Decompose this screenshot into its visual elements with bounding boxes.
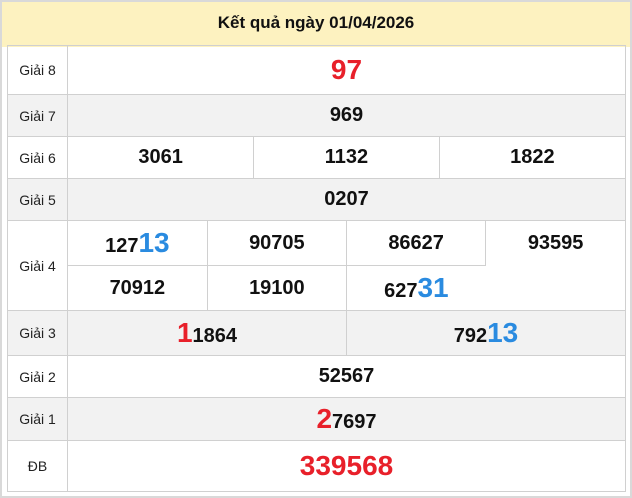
prize-number: 90705	[206, 221, 347, 266]
highlighted-digits: 2	[316, 403, 333, 434]
digits: 52567	[318, 365, 375, 387]
highlighted-digits: 339568	[299, 450, 394, 481]
prize-values: 52567	[67, 355, 626, 398]
prize-label: Giải 3	[7, 310, 68, 356]
digits: 70912	[109, 276, 166, 299]
prize-number: 27697	[68, 398, 625, 440]
results-table: Giải 8 97 Giải 7 969 Giải 6 3061 1132 1822 Giải …	[7, 45, 626, 492]
prize-label: ĐB	[7, 440, 68, 492]
prize-number: 1822	[438, 137, 625, 178]
digits: 0207	[324, 188, 369, 210]
prize-row: Giải 3 11864 79213	[7, 310, 626, 356]
prize-number: 97	[68, 46, 625, 94]
prize-label: Giải 5	[7, 178, 68, 221]
highlighted-digits: 13	[487, 317, 519, 348]
digits: 792	[453, 325, 488, 347]
highlighted-digits: 97	[330, 54, 363, 85]
prize-row: ĐB 339568	[7, 440, 626, 492]
digits: 1822	[510, 146, 555, 168]
highlighted-digits: 31	[417, 272, 449, 303]
prize-values: 11864 79213	[67, 310, 626, 356]
digits: 86627	[388, 231, 444, 254]
prize-row: Giải 2 52567	[7, 355, 626, 398]
digits: 90705	[249, 231, 305, 254]
prize-number: 969	[68, 95, 625, 136]
prize-number: 339568	[68, 441, 625, 491]
prize-values: 12713 90705 86627 93595 70912 19100 62731	[67, 220, 626, 311]
digits: 627	[384, 280, 418, 302]
prize-label: Giải 4	[7, 220, 68, 311]
prize-number: 3061	[68, 137, 254, 178]
highlighted-digits: 1	[176, 317, 193, 348]
prize-label: Giải 7	[7, 94, 68, 137]
prize-values: 339568	[67, 440, 626, 492]
digits: 7697	[332, 411, 377, 433]
prize-label: Giải 2	[7, 355, 68, 398]
digits: 19100	[249, 276, 305, 299]
prize-row: Giải 4 12713 90705 86627 93595 70912 19100 6273…	[7, 220, 626, 311]
prize-row: Giải 7 969	[7, 94, 626, 137]
digits: 1864	[192, 325, 238, 347]
prize-number: 11864	[68, 311, 347, 355]
prize-values: 969	[67, 94, 626, 137]
prize-number: 1132	[253, 137, 440, 178]
digits: 93595	[527, 231, 584, 254]
prize-number: 52567	[68, 356, 625, 397]
prize-label: Giải 6	[7, 136, 68, 179]
prize-number: 19100	[206, 265, 347, 310]
digits: 127	[105, 235, 139, 257]
prize-number: 93595	[485, 221, 625, 266]
prize-number: 70912	[68, 265, 208, 310]
prize-values: 27697	[67, 397, 626, 441]
prize-row: Giải 5 0207	[7, 178, 626, 221]
digits: 1132	[324, 146, 369, 168]
prize-label: Giải 1	[7, 397, 68, 441]
digits: 969	[329, 104, 364, 126]
prize-row: Giải 6 3061 1132 1822	[7, 136, 626, 179]
prize-number: 62731	[345, 265, 486, 310]
results-title: Kết quả ngày 01/04/2026	[2, 2, 630, 47]
prize-values: 0207	[67, 178, 626, 221]
highlighted-digits: 13	[138, 227, 170, 258]
prize-number: 0207	[68, 179, 625, 220]
prize-label: Giải 8	[7, 45, 68, 95]
prize-row: Giải 8 97	[7, 45, 626, 95]
digits: 3061	[138, 146, 183, 168]
prize-row: Giải 1 27697	[7, 397, 626, 441]
prize-values: 97	[67, 45, 626, 95]
prize-number: 12713	[68, 221, 207, 266]
prize-number: 79213	[346, 311, 625, 355]
prize-values: 3061 1132 1822	[67, 136, 626, 179]
prize-number: 86627	[345, 221, 486, 266]
